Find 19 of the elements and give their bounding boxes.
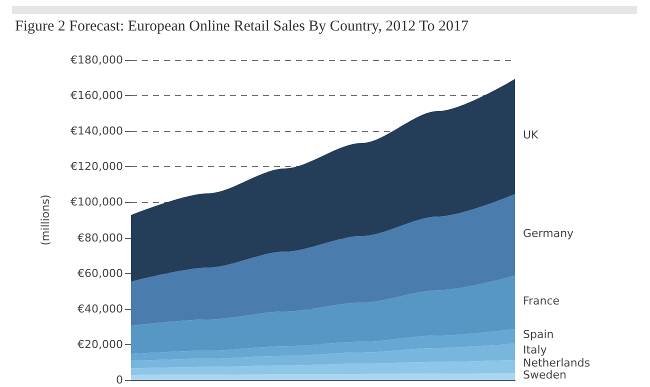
y-tick-label: 0 bbox=[116, 374, 123, 386]
y-tick-label: €20,000 bbox=[78, 338, 123, 351]
series-label: Italy bbox=[523, 344, 548, 357]
y-tick-label: €180,000 bbox=[70, 54, 123, 66]
y-tick-label: €60,000 bbox=[78, 266, 123, 280]
y-tick-label: €100,000 bbox=[70, 196, 123, 209]
y-tick-label: €140,000 bbox=[70, 124, 123, 138]
series-label: Sweden bbox=[523, 368, 566, 382]
y-tick-label: €40,000 bbox=[78, 302, 123, 316]
series-label: France bbox=[523, 294, 560, 308]
y-tick-label: €160,000 bbox=[70, 89, 123, 102]
series-label: UK bbox=[523, 128, 540, 142]
chart-title: Figure 2 Forecast: European Online Retail Sales By Country, 2012 To 2017 bbox=[15, 18, 469, 34]
y-tick-label: €80,000 bbox=[78, 231, 123, 244]
series-label: Germany bbox=[523, 226, 574, 240]
series-label: Netherlands bbox=[523, 356, 590, 370]
series-label: Spain bbox=[523, 328, 554, 342]
y-axis-title: (millions) bbox=[39, 194, 52, 246]
y-tick-label: €120,000 bbox=[70, 160, 123, 174]
